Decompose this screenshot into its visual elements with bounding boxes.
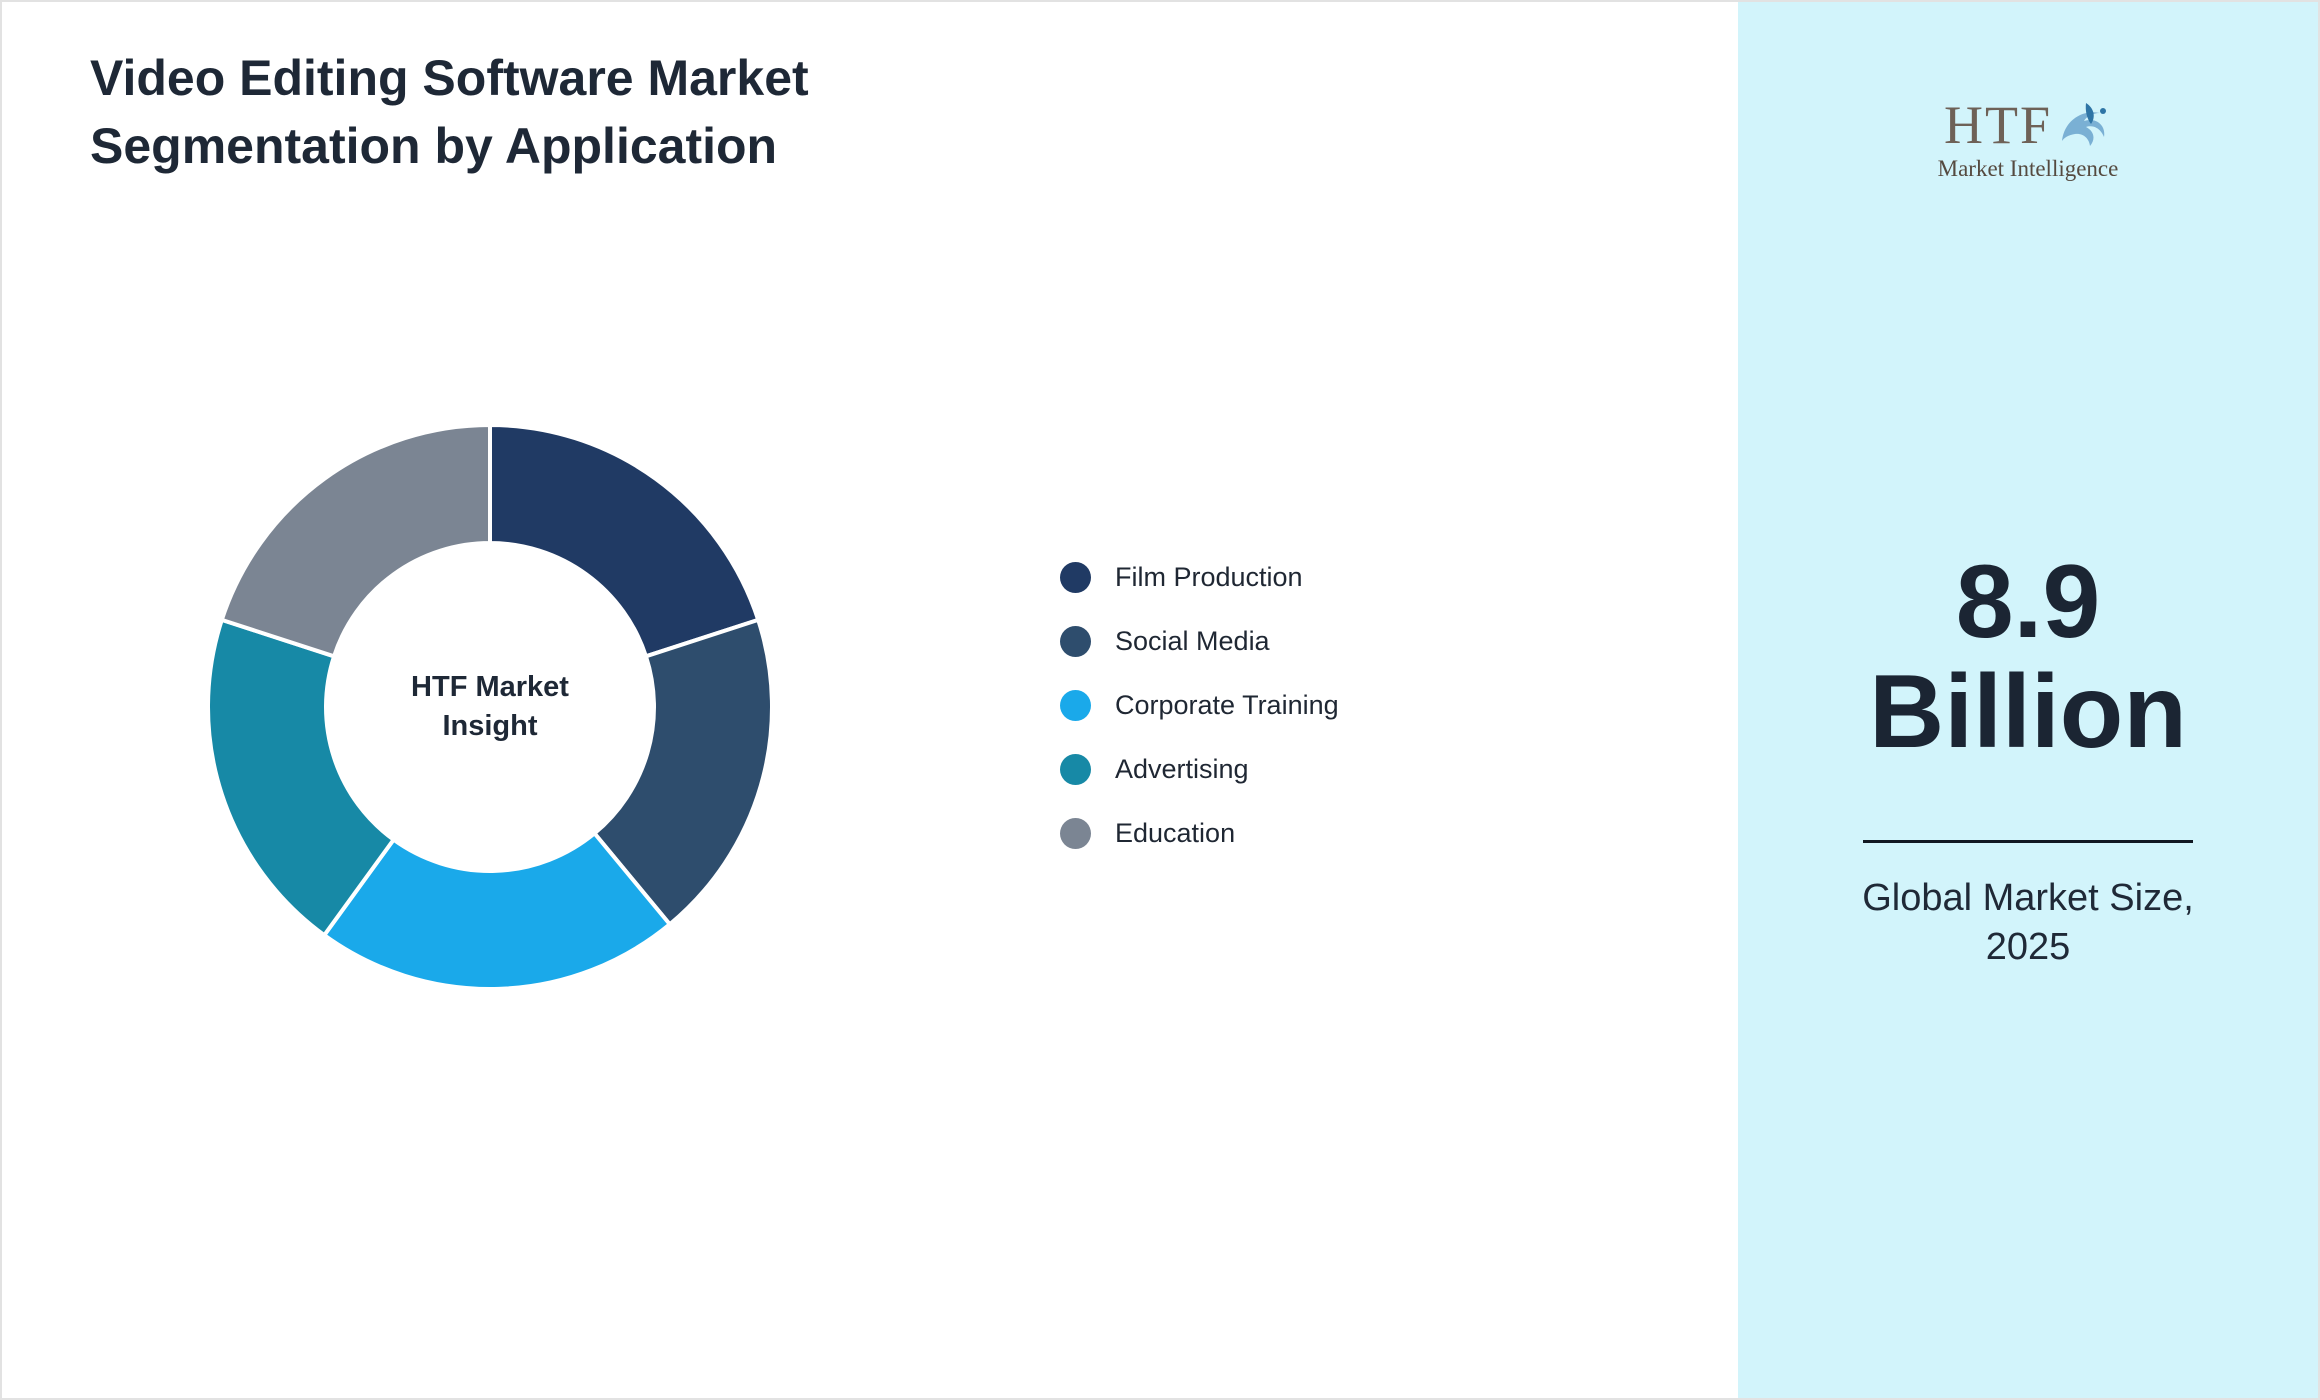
market-size-unit: Billion xyxy=(1869,654,2187,771)
divider-line xyxy=(1863,840,2193,843)
legend-item-education: Education xyxy=(1060,818,1339,849)
donut-segment-social-media xyxy=(592,617,774,927)
market-size-value: 8.9 Billion xyxy=(1738,544,2318,771)
htf-logo-text: HTF xyxy=(1943,95,2052,155)
market-size-caption-line1: Global Market Size, xyxy=(1862,877,2194,919)
legend-dot-icon xyxy=(1060,626,1091,657)
legend-item-corporate-training: Corporate Training xyxy=(1060,690,1339,721)
donut-segment-corporate-training xyxy=(322,831,672,991)
legend-dot-icon xyxy=(1060,754,1091,785)
htf-logo: HTF Market Intelligence xyxy=(1738,94,2318,182)
page-title-line1: Video Editing Software Market xyxy=(90,50,809,106)
legend-label: Advertising xyxy=(1115,754,1249,784)
dolphin-logo-icon xyxy=(2062,103,2106,146)
legend-label: Education xyxy=(1115,818,1236,848)
donut-chart-svg xyxy=(206,423,774,991)
chart-legend: Film Production Social Media Corporate T… xyxy=(1060,562,1339,849)
legend-item-social-media: Social Media xyxy=(1060,626,1339,657)
market-size-caption: Global Market Size, 2025 xyxy=(1738,874,2318,971)
donut-segment-film-production xyxy=(488,423,761,659)
legend-item-film-production: Film Production xyxy=(1060,562,1339,593)
market-size-number: 8.9 xyxy=(1955,544,2101,660)
market-size-caption-line2: 2025 xyxy=(1985,925,2071,968)
legend-label: Film Production xyxy=(1115,562,1303,592)
market-size-panel: HTF Market Intelligence 8.9 Billion Glob… xyxy=(1738,2,2318,1398)
donut-segment-education xyxy=(219,423,492,659)
htf-logo-subtext: Market Intelligence xyxy=(1937,156,2119,181)
legend-label: Social Media xyxy=(1115,626,1270,656)
legend-label: Corporate Training xyxy=(1115,690,1339,720)
legend-dot-icon xyxy=(1060,562,1091,593)
legend-dot-icon xyxy=(1060,690,1091,721)
legend-item-advertising: Advertising xyxy=(1060,754,1339,785)
page-title-line2: Segmentation by Application xyxy=(90,118,778,174)
legend-dot-icon xyxy=(1060,818,1091,849)
page-title: Video Editing Software Market Segmentati… xyxy=(90,44,809,180)
donut-segment-advertising xyxy=(206,617,396,938)
donut-chart: HTF Market Insight xyxy=(200,417,780,997)
